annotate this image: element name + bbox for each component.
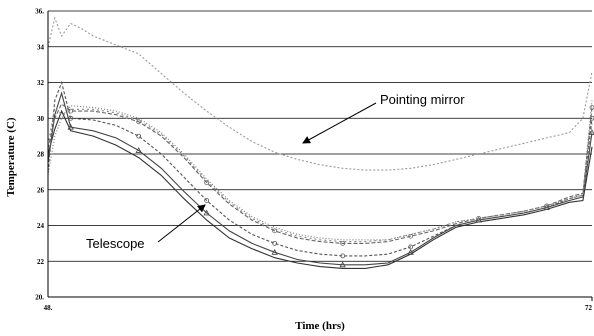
tick-labels: 20. 22 24 26 28 30 32 34 36. 48. 72 xyxy=(35,8,592,313)
y-tick-label-4: 28 xyxy=(37,151,45,159)
series-point-s4 xyxy=(272,240,278,246)
annotation-pointing-mirror: Pointing mirror xyxy=(380,92,465,107)
series-line-telescope xyxy=(47,109,593,269)
series-point-s3 xyxy=(67,123,74,130)
x-tick-label-0: 48. xyxy=(44,304,53,312)
series-point-s4 xyxy=(136,133,142,139)
annotation-arrow-pointing-mirror xyxy=(302,102,377,144)
series-point-s3 xyxy=(203,209,210,216)
series-point-s5 xyxy=(340,240,346,246)
annotation-telescope: Telescope xyxy=(86,236,145,251)
series-point-s4 xyxy=(68,115,74,121)
y-tick-label-8: 36. xyxy=(35,8,44,16)
series-point-s5 xyxy=(204,180,210,186)
y-axis-title: Temperature (C) xyxy=(5,117,17,196)
series-line-pointing-mirror xyxy=(47,16,593,171)
x-tick-label-1: 72 xyxy=(585,304,593,312)
series-line-s7 xyxy=(47,106,593,243)
series-point-s4 xyxy=(204,198,210,203)
series-line-s5 xyxy=(47,103,593,244)
gridlines xyxy=(48,10,592,298)
series-point-s4 xyxy=(408,244,414,250)
series-point-s5 xyxy=(408,233,414,239)
y-tick-label-2: 24 xyxy=(37,222,45,230)
x-axis-title: Time (hrs) xyxy=(295,320,345,332)
series-group xyxy=(47,16,594,269)
y-tick-label-1: 22 xyxy=(37,258,45,266)
y-tick-label-3: 26 xyxy=(37,186,45,194)
series-point-s3 xyxy=(271,248,278,255)
y-tick-label-0: 20. xyxy=(35,294,44,302)
y-tick-label-7: 34 xyxy=(37,43,45,51)
y-tick-label-5: 30 xyxy=(37,115,45,123)
series-point-s5 xyxy=(272,228,278,234)
annotation-arrow-telescope xyxy=(157,204,206,243)
series-point-s3 xyxy=(339,261,346,268)
series-point-s3 xyxy=(407,248,414,255)
axes xyxy=(47,11,593,301)
y-tick-label-6: 32 xyxy=(37,79,45,87)
series-point-s5 xyxy=(544,203,550,209)
series-line-s6 xyxy=(47,100,593,241)
series-point-s5 xyxy=(589,105,594,110)
series-point-s4 xyxy=(340,253,346,259)
series-line-s4 xyxy=(47,80,593,257)
series-point-s3 xyxy=(135,147,142,153)
